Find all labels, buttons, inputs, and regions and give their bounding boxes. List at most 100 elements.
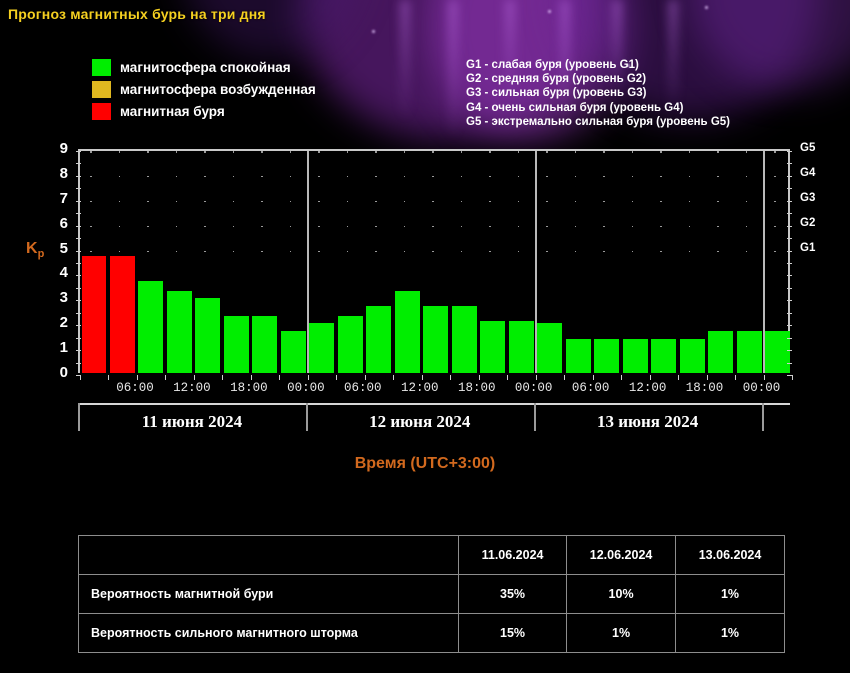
row-label-severe-storm-probability: Вероятность сильного магнитного шторма [78, 613, 459, 653]
bar-day3-slot7 [708, 330, 735, 373]
grid-dot [432, 250, 434, 253]
y-tick-mark-right [787, 213, 792, 215]
bar-day2-slot6 [451, 305, 478, 373]
x-tick-mark [649, 375, 651, 380]
y-tick-mark [76, 300, 81, 302]
x-tick-mark [80, 375, 81, 380]
grid-dot [118, 200, 120, 203]
grid-dot [688, 250, 690, 253]
grid-dot [232, 151, 234, 153]
grid-dot [403, 200, 405, 203]
bar-day1-slot5 [195, 298, 222, 373]
grid-dot [261, 175, 263, 178]
table-header-date-1: 11.06.2024 [457, 535, 568, 575]
day-separator-3 [762, 151, 765, 373]
y-tick-label-0: 0 [59, 364, 68, 381]
bar-day3-slot8 [736, 330, 763, 373]
grid-dot [261, 225, 263, 228]
grid-dot [688, 175, 690, 178]
probability-table: 11.06.2024 12.06.2024 13.06.2024 Вероятн… [78, 535, 785, 653]
grid-dot [90, 225, 92, 228]
table-row: Вероятность магнитной бури 35% 10% 1% [78, 574, 785, 614]
y-tick-mark-right [787, 312, 792, 314]
grid-dot [261, 151, 263, 153]
x-axis-title: Время (UTC+3:00) [354, 455, 496, 472]
y-tick-mark [76, 151, 81, 152]
grid-dot [432, 200, 434, 203]
y-tick-mark [76, 350, 81, 352]
grid-dot [346, 250, 348, 253]
x-tick-mark [535, 375, 537, 380]
bar-day1-slot1 [81, 256, 108, 373]
y-tick-mark [76, 200, 81, 202]
row-label-storm-probability: Вероятность магнитной бури [78, 574, 459, 614]
grid-dot [660, 250, 662, 253]
grid-dot [318, 151, 320, 153]
grid-dot [603, 250, 605, 253]
page-title: Прогноз магнитных бурь на три дня [8, 6, 266, 22]
y-tick-mark-right [787, 200, 792, 202]
x-tick-mark [478, 375, 480, 380]
grid-dot [147, 151, 149, 153]
grid-dot [517, 175, 519, 178]
grid-dot [261, 200, 263, 203]
legend-label-unsettled: магнитосфера возбужденная [120, 81, 316, 97]
grid-dot [90, 200, 92, 203]
x-tick-mark [706, 375, 708, 380]
grid-dot [289, 175, 291, 178]
grid-dot [574, 225, 576, 228]
x-tick-mark [222, 375, 224, 380]
day-label-2: 12 июня 2024 [369, 412, 471, 431]
grid-dot [261, 250, 263, 253]
g-scale-legend: G1 - слабая буря (уровень G1) G2 - средн… [466, 58, 730, 129]
bar-day1-slot7 [252, 315, 279, 373]
y-tick-mark [76, 375, 81, 376]
bar-day3-slot3 [594, 339, 621, 373]
grid-dot [688, 200, 690, 203]
grid-dot [346, 151, 348, 153]
bar-day2-slot4 [394, 290, 421, 373]
y-tick-label-6: 6 [59, 214, 68, 232]
grid-dot [432, 225, 434, 228]
grid-dot [460, 175, 462, 178]
y-tick-mark-right [787, 263, 792, 264]
x-tick-mark [735, 375, 737, 380]
y-tick-label-9: 9 [59, 140, 68, 157]
grid-dot [232, 225, 234, 228]
grid-dot [204, 225, 206, 228]
grid-dot [375, 250, 377, 253]
grid-dot [460, 225, 462, 228]
grid-dot [175, 225, 177, 228]
x-tick-mark [250, 375, 252, 380]
y-tick-mark-right [787, 151, 792, 152]
bar-day3-slot5 [651, 339, 678, 373]
grid-dot [660, 151, 662, 153]
grid-dot [717, 151, 719, 153]
grid-dot [175, 200, 177, 203]
x-tick-mark [279, 375, 281, 380]
x-tick-mark [136, 375, 138, 380]
y-tick-mark-right [787, 163, 792, 165]
y-tick-mark-right [787, 325, 792, 327]
day-separator-2 [534, 151, 537, 373]
y-tick-mark-right [787, 337, 792, 339]
day-label-3: 13 июня 2024 [596, 412, 699, 431]
y-tick-mark [76, 337, 81, 339]
grid-dot [546, 200, 548, 203]
grid-dot [745, 151, 747, 153]
grid-dot [631, 175, 633, 178]
grid-dot [460, 250, 462, 253]
grid-dot [403, 250, 405, 253]
grid-dot [232, 175, 234, 178]
g-tick-label-G4: G4 [800, 166, 816, 179]
grid-dot [489, 250, 491, 253]
bar-day2-slot2 [337, 315, 364, 373]
grid-dot [603, 225, 605, 228]
x-tick-mark [792, 375, 793, 380]
y-tick-label-8: 8 [59, 164, 68, 182]
grid-dot [289, 200, 291, 203]
grid-dot [546, 151, 548, 153]
day-label-1: 11 июня 2024 [141, 412, 243, 431]
g-scale-line-g1: G1 - слабая буря (уровень G1) [466, 59, 639, 71]
x-tick-mark [336, 375, 338, 380]
